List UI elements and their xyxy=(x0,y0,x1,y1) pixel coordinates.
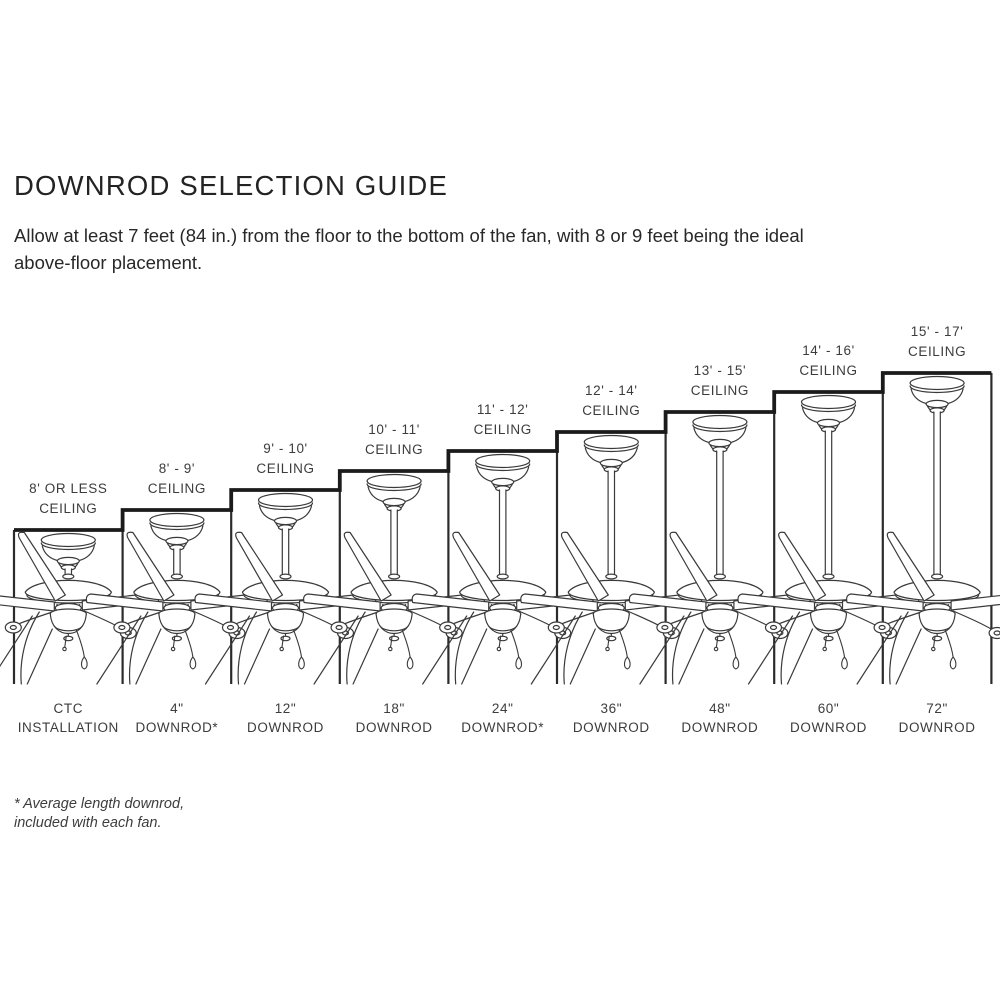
downrod-word: INSTALLATION xyxy=(17,720,119,735)
ceiling-word: CEILING xyxy=(690,383,749,398)
downrod-word: DOWNROD xyxy=(247,720,324,735)
downrod-size: 24" xyxy=(491,701,514,716)
ceiling-label-4: 10' - 11' CEILING xyxy=(328,420,460,460)
downrod-word: DOWNROD* xyxy=(135,720,219,735)
ceiling-range: 14' - 16' xyxy=(802,343,855,358)
downrod-size: 12" xyxy=(274,701,297,716)
downrod-label-9: 72" DOWNROD xyxy=(871,699,1000,737)
downrod-size: 18" xyxy=(383,701,405,716)
ceiling-word: CEILING xyxy=(39,501,98,516)
downrod-label-8: 60" DOWNROD xyxy=(763,699,895,737)
downrod-size: 48" xyxy=(709,701,731,716)
downrod-word: DOWNROD xyxy=(790,720,867,735)
downrod-word: DOWNROD xyxy=(572,720,650,735)
downrod-label-5: 24" DOWNROD* xyxy=(437,699,569,737)
downrod-label-4: 18" DOWNROD xyxy=(328,699,460,737)
ceiling-range: 12' - 14' xyxy=(585,383,638,398)
downrod-word: DOWNROD xyxy=(898,720,976,735)
downrod-label-2: 4" DOWNROD* xyxy=(111,699,243,737)
ceiling-word: CEILING xyxy=(907,344,967,359)
ceiling-word: CEILING xyxy=(799,363,858,378)
downrod-size: CTC xyxy=(53,701,84,716)
ceiling-fan-illustration-7 xyxy=(628,414,811,685)
ceiling-label-9: 15' - 17' CEILING xyxy=(871,322,1000,362)
ceiling-range: 8' OR LESS xyxy=(29,481,108,496)
ceiling-label-1: 8' OR LESS CEILING xyxy=(2,479,134,519)
ceiling-fan-illustration-5 xyxy=(411,453,594,685)
ceiling-fan-illustration-3 xyxy=(194,492,377,685)
downrod-size: 36" xyxy=(600,701,623,716)
ceiling-label-2: 8' - 9' CEILING xyxy=(111,459,243,499)
ceiling-fan-illustration-6 xyxy=(520,434,703,685)
ceiling-word: CEILING xyxy=(147,481,206,496)
downrod-label-1: CTC INSTALLATION xyxy=(2,699,134,737)
ceiling-staircase-line xyxy=(14,371,992,532)
ceiling-range: 9' - 10' xyxy=(263,441,308,456)
ceiling-label-7: 13' - 15' CEILING xyxy=(654,361,786,401)
footnote: * Average length downrod, included with … xyxy=(14,796,185,831)
downrod-label-6: 36" DOWNROD xyxy=(545,699,677,737)
ceiling-label-3: 9' - 10' CEILING xyxy=(220,439,352,479)
ceiling-fan-illustration-2 xyxy=(85,512,268,685)
ceiling-label-8: 14' - 16' CEILING xyxy=(763,341,895,381)
downrod-size: 60" xyxy=(817,701,840,716)
ceiling-label-5: 11' - 12' CEILING xyxy=(437,400,569,440)
ceiling-word: CEILING xyxy=(582,403,641,418)
downrod-word: DOWNROD* xyxy=(461,720,545,735)
downrod-label-3: 12" DOWNROD xyxy=(220,699,352,737)
ceiling-range: 10' - 11' xyxy=(368,422,420,437)
ceiling-label-6: 12' - 14' CEILING xyxy=(545,381,677,421)
ceiling-word: CEILING xyxy=(256,461,315,476)
ceiling-fan-illustration-4 xyxy=(303,473,486,685)
downrod-label-7: 48" DOWNROD xyxy=(654,699,786,737)
ceiling-range: 11' - 12' xyxy=(476,402,529,417)
downrod-size: 72" xyxy=(926,701,948,716)
ceiling-fan-illustration-8 xyxy=(737,394,920,685)
page-title: DOWNROD SELECTION GUIDE xyxy=(14,170,449,201)
downrod-word: DOWNROD xyxy=(681,720,759,735)
ceiling-fan-illustration-1 xyxy=(0,531,160,685)
ceiling-range: 13' - 15' xyxy=(693,363,747,378)
ceiling-word: CEILING xyxy=(364,442,424,457)
downrod-word: DOWNROD xyxy=(355,720,433,735)
page-subtitle: Allow at least 7 feet (84 in.) from the … xyxy=(14,225,804,273)
downrod-size: 4" xyxy=(170,701,184,716)
ceiling-range: 8' - 9' xyxy=(158,461,196,476)
ceiling-word: CEILING xyxy=(473,422,532,437)
ceiling-range: 15' - 17' xyxy=(910,324,964,339)
ceiling-fan-illustration-9 xyxy=(846,375,1000,685)
